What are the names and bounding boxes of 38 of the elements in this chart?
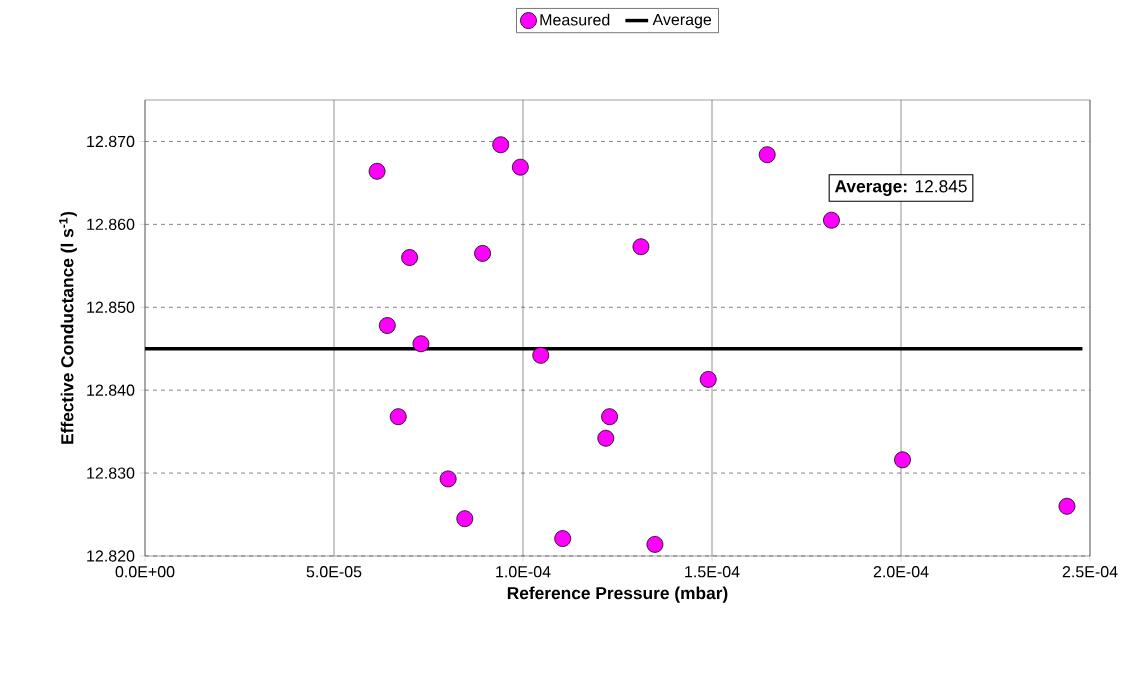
y-tick-label: 12.820	[87, 550, 135, 562]
x-tick-label: 1.5E-04	[685, 566, 740, 578]
y-tick-label: 12.830	[87, 467, 135, 479]
point	[532, 346, 550, 364]
point	[597, 429, 615, 447]
point	[632, 238, 650, 256]
x-tick-label: 1.0E-04	[496, 566, 551, 578]
point	[412, 335, 430, 353]
point	[368, 162, 386, 180]
point	[378, 317, 396, 334]
annotation: Average: 12.845	[834, 180, 967, 196]
legend-label: Measured	[540, 13, 610, 26]
x-tick-label: 2.0E-04	[873, 566, 929, 578]
y-axis-title: Effective Conductance (l s$^{-1}$)	[59, 211, 77, 444]
point	[401, 249, 418, 266]
y-tick-label: 12.840	[87, 384, 135, 396]
x-tick-label: 5.0E-05	[306, 566, 362, 578]
point	[492, 136, 510, 154]
point	[646, 535, 664, 553]
point	[389, 408, 407, 426]
point	[894, 451, 911, 469]
point	[823, 211, 840, 229]
legend-label: Average	[652, 14, 712, 29]
point	[474, 244, 491, 262]
point	[1058, 497, 1076, 515]
point	[601, 408, 618, 426]
point	[439, 470, 457, 488]
y-tick-label: 12.850	[87, 301, 135, 313]
point	[456, 510, 474, 528]
x-tick-label: 0.0E+00	[115, 566, 175, 578]
point	[511, 158, 529, 176]
y-tick-label: 12.860	[87, 218, 135, 231]
x-tick-label: 2.5E-04	[1062, 566, 1118, 578]
point	[758, 146, 776, 164]
point	[554, 530, 572, 547]
point	[699, 371, 717, 388]
y-tick-label: 12.870	[87, 135, 135, 148]
x-axis-title: Reference Pressure (mbar)	[507, 586, 728, 603]
